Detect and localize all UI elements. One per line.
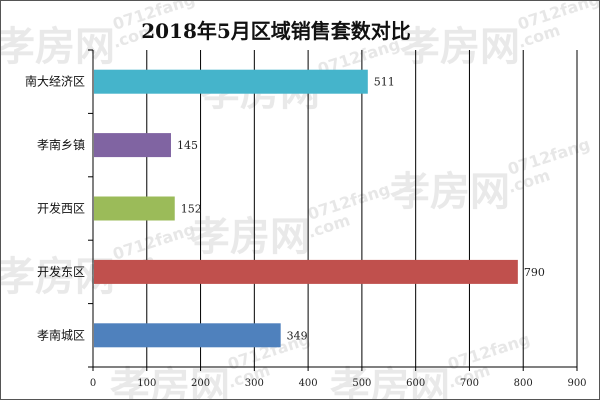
watermark-logo-text: 孝房网 [110, 364, 230, 400]
category-label: 孝南城区 [37, 327, 85, 342]
watermark-logo-text: 孝房网 [400, 24, 520, 70]
watermark-logo-text: 孝房网 [330, 364, 450, 400]
category-label: 开发东区 [37, 264, 85, 279]
watermark-site-text: 0712fang [505, 134, 592, 178]
watermark-logo-text: 孝房网 [0, 24, 115, 70]
x-tick-label: 300 [245, 378, 264, 389]
category-label: 开发西区 [37, 201, 85, 216]
x-tick-label: 100 [137, 378, 156, 389]
data-label: 349 [287, 329, 308, 342]
x-tick-label: 800 [514, 378, 533, 389]
x-tick-label: 600 [406, 378, 425, 389]
bar [94, 259, 518, 284]
watermark-site-text: 0712fang [110, 219, 197, 263]
watermark-logo-text: 孝房网 [390, 169, 510, 215]
watermark-site-text: 0712fang [305, 179, 392, 223]
bar [94, 133, 171, 158]
x-tick-label: 200 [191, 378, 210, 389]
bar [94, 196, 175, 221]
bars-group [94, 69, 518, 348]
data-label: 152 [181, 203, 202, 216]
bar [94, 69, 368, 94]
x-tick-label: 700 [460, 378, 479, 389]
chart-title: 2018年5月区域销售套数对比 [141, 19, 411, 43]
watermark-logo-text: 孝房网 [190, 214, 310, 260]
x-tick-label: 500 [352, 378, 371, 389]
bar [94, 323, 281, 348]
category-label: 孝南乡镇 [37, 137, 85, 152]
x-tick-label: 0 [90, 378, 96, 389]
data-label: 511 [374, 76, 395, 89]
x-tick-label: 900 [567, 378, 586, 389]
x-tick-label: 400 [299, 378, 318, 389]
data-label: 790 [524, 266, 545, 279]
data-label: 145 [177, 139, 198, 152]
category-label: 南大经济区 [25, 74, 85, 89]
